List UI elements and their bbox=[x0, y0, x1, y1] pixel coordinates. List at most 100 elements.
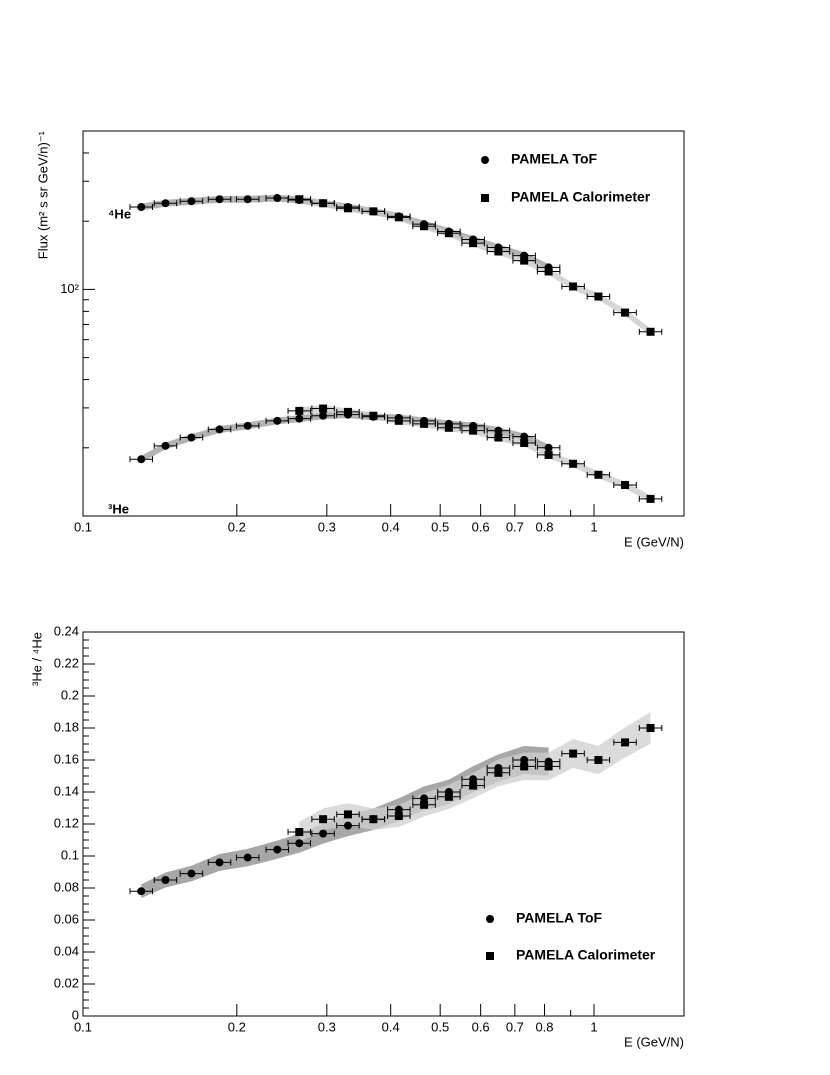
marker-circle bbox=[137, 455, 146, 464]
x-tick-label: 0.6 bbox=[472, 1019, 490, 1034]
data-point bbox=[512, 762, 536, 771]
marker-square bbox=[394, 213, 403, 222]
marker-square bbox=[444, 423, 453, 432]
y-tick-label: 0.24 bbox=[54, 623, 79, 638]
legend-marker bbox=[481, 194, 489, 202]
marker-square bbox=[295, 828, 304, 836]
marker-circle bbox=[215, 195, 224, 204]
marker-square bbox=[569, 749, 578, 758]
data-point bbox=[536, 450, 561, 459]
marker-square bbox=[594, 292, 603, 301]
data-point bbox=[129, 202, 153, 211]
annotation: ⁴He bbox=[108, 206, 131, 221]
marker-square bbox=[444, 792, 453, 801]
data-point bbox=[613, 738, 637, 747]
data-point bbox=[512, 756, 536, 764]
data-point bbox=[437, 792, 461, 801]
data-point bbox=[235, 421, 260, 430]
marker-square bbox=[494, 247, 503, 256]
marker-square bbox=[319, 404, 328, 413]
marker-square bbox=[544, 762, 553, 771]
data-point bbox=[336, 204, 360, 213]
marker-square bbox=[369, 815, 378, 824]
data-point bbox=[536, 762, 561, 771]
systematic-band bbox=[299, 405, 651, 503]
data-point bbox=[153, 876, 178, 884]
y-tick-label: 0.14 bbox=[54, 783, 79, 798]
data-point bbox=[265, 845, 290, 854]
marker-circle bbox=[161, 199, 170, 208]
marker-square bbox=[394, 812, 403, 820]
marker-square bbox=[469, 239, 478, 248]
x-tick-label: 0.1 bbox=[74, 1019, 92, 1034]
data-point bbox=[235, 853, 260, 862]
data-point bbox=[207, 425, 232, 434]
data-point bbox=[486, 247, 511, 256]
legend-label: PAMELA ToF bbox=[511, 151, 598, 167]
marker-circle bbox=[161, 441, 170, 450]
data-point bbox=[287, 406, 312, 415]
marker-circle bbox=[137, 202, 146, 211]
marker-square bbox=[420, 222, 429, 231]
data-point bbox=[486, 433, 511, 442]
data-point bbox=[336, 810, 360, 819]
x-axis-label: E (GeV/N) bbox=[624, 1034, 684, 1049]
data-point bbox=[638, 327, 663, 336]
x-tick-label: 1 bbox=[590, 1019, 597, 1034]
marker-square bbox=[569, 282, 578, 291]
marker-circle bbox=[137, 887, 146, 896]
marker-circle bbox=[520, 432, 529, 441]
marker-square bbox=[494, 433, 503, 442]
marker-circle bbox=[187, 869, 196, 878]
data-point bbox=[638, 724, 663, 732]
marker-circle bbox=[215, 425, 224, 434]
marker-square bbox=[343, 810, 352, 819]
y-tick-label: 0.02 bbox=[54, 975, 79, 990]
data-point bbox=[336, 821, 360, 830]
data-point bbox=[311, 829, 335, 838]
data-point bbox=[153, 441, 178, 450]
marker-circle bbox=[243, 853, 252, 862]
data-point bbox=[536, 443, 561, 452]
marker-circle bbox=[215, 858, 224, 867]
data-point bbox=[387, 416, 411, 425]
data-point bbox=[586, 292, 611, 301]
data-point bbox=[561, 282, 585, 291]
y-tick-label: 0.1 bbox=[61, 847, 79, 862]
data-point bbox=[129, 887, 153, 896]
marker-circle bbox=[273, 416, 282, 425]
x-tick-label: 0.3 bbox=[318, 1019, 336, 1034]
data-point bbox=[311, 199, 335, 208]
data-point bbox=[412, 222, 436, 231]
marker-square bbox=[420, 419, 429, 428]
marker-circle bbox=[243, 421, 252, 430]
systematic-band bbox=[299, 195, 651, 336]
marker-square bbox=[295, 195, 304, 204]
data-point bbox=[613, 481, 637, 490]
marker-square bbox=[319, 199, 328, 208]
x-tick-label: 0.5 bbox=[431, 519, 449, 534]
marker-square bbox=[621, 481, 630, 490]
marker-circle bbox=[394, 805, 403, 814]
marker-circle bbox=[295, 839, 304, 848]
data-point bbox=[461, 426, 485, 435]
marker-circle bbox=[187, 433, 196, 442]
data-point bbox=[561, 749, 585, 758]
x-tick-label: 0.4 bbox=[382, 519, 400, 534]
data-point bbox=[512, 432, 536, 441]
data-point bbox=[461, 239, 485, 248]
y-tick-label: 0 bbox=[72, 1007, 79, 1022]
x-tick-label: 0.8 bbox=[535, 1019, 553, 1034]
x-tick-label: 0.3 bbox=[318, 519, 336, 534]
data-point bbox=[153, 199, 178, 208]
data-point bbox=[586, 756, 611, 764]
legend-marker bbox=[481, 156, 489, 164]
marker-circle bbox=[161, 876, 170, 884]
x-tick-label: 0.1 bbox=[74, 519, 92, 534]
x-tick-label: 0.2 bbox=[228, 519, 246, 534]
y-tick-label: 0.18 bbox=[54, 719, 79, 734]
marker-square bbox=[520, 762, 529, 771]
legend-marker bbox=[486, 915, 494, 923]
marker-square bbox=[343, 407, 352, 416]
data-point bbox=[361, 815, 386, 824]
